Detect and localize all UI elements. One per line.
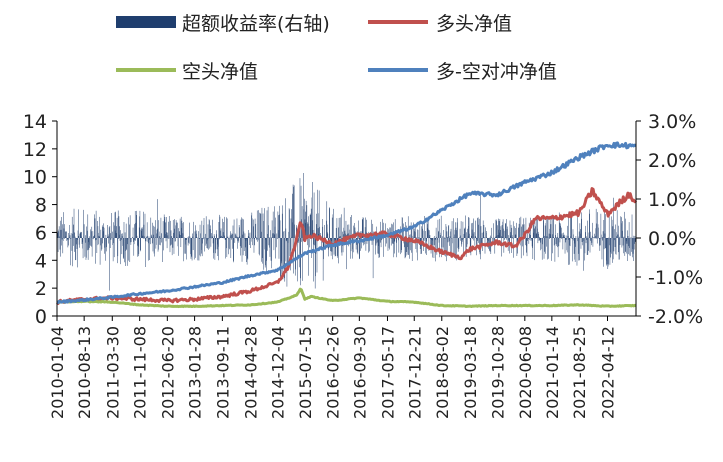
legend-label-excess-return: 超额收益率(右轴): [182, 13, 330, 35]
right-axis-ticks: -2.0% -1.0% 0.0% 1.0% 2.0% 3.0%: [636, 111, 703, 328]
x-tick-label: 2015-07-15: [296, 326, 315, 419]
x-tick-label: 2014-04-28: [241, 326, 260, 419]
right-tick-label: -1.0%: [648, 267, 703, 289]
axes: [56, 121, 637, 317]
left-tick-label: 10: [23, 167, 47, 189]
x-tick-label: 2016-02-26: [324, 326, 343, 419]
x-tick-label: 2010-08-13: [75, 326, 94, 419]
x-tick-label: 2019-10-28: [488, 326, 507, 419]
left-tick-label: 2: [35, 278, 47, 300]
legend-label-short-nav: 空头净值: [182, 61, 258, 83]
left-axis-ticks: 0 2 4 6 8 10 12 14: [23, 111, 57, 328]
x-tick-label: 2020-06-08: [516, 326, 535, 419]
long-nav-line: [56, 187, 638, 305]
x-axis-ticks: 2010-01-04 2010-08-13 2011-03-30 2011-11-08…: [48, 316, 617, 419]
x-tick-label: 2017-12-21: [405, 326, 424, 419]
left-tick-label: 8: [35, 195, 47, 217]
left-tick-label: 14: [23, 111, 47, 133]
legend: 超额收益率(右轴) 多头净值 空头净值 多-空对冲净值: [116, 13, 557, 83]
legend-label-long-nav: 多头净值: [436, 13, 512, 35]
x-tick-label: 2011-11-08: [131, 326, 150, 419]
excess-return-bars: [56, 172, 637, 291]
left-tick-label: 6: [35, 222, 47, 244]
x-tick-label: 2010-01-04: [48, 326, 67, 419]
right-tick-label: 0.0%: [648, 228, 696, 250]
right-tick-label: 3.0%: [648, 111, 696, 133]
x-tick-label: 2017-05-17: [378, 326, 397, 419]
right-tick-label: 2.0%: [648, 150, 696, 172]
nav-lines: [56, 141, 638, 309]
x-tick-label: 2018-08-02: [433, 326, 452, 419]
left-tick-label: 12: [23, 139, 47, 161]
legend-label-hedge-nav: 多-空对冲净值: [436, 61, 557, 83]
x-tick-label: 2011-03-30: [103, 326, 122, 419]
x-tick-label: 2021-08-25: [570, 326, 589, 419]
left-tick-label: 4: [35, 250, 47, 272]
x-tick-label: 2022-04-12: [598, 326, 617, 419]
x-tick-label: 2019-03-18: [461, 326, 480, 419]
excess-return-bar-series: [56, 172, 637, 291]
legend-swatch-excess-return: [116, 16, 176, 28]
right-tick-label: -2.0%: [648, 306, 703, 328]
short-nav-line: [56, 287, 637, 309]
hedge-nav-line: [56, 141, 637, 305]
x-tick-label: 2013-09-11: [213, 326, 232, 419]
left-tick-label: 0: [35, 306, 47, 328]
x-tick-label: 2013-01-28: [186, 326, 205, 419]
x-tick-label: 2021-01-14: [543, 326, 562, 419]
x-tick-label: 2016-09-30: [350, 326, 369, 419]
right-tick-label: 1.0%: [648, 189, 696, 211]
x-tick-label: 2012-06-20: [158, 326, 177, 419]
x-tick-label: 2014-12-04: [269, 326, 288, 419]
